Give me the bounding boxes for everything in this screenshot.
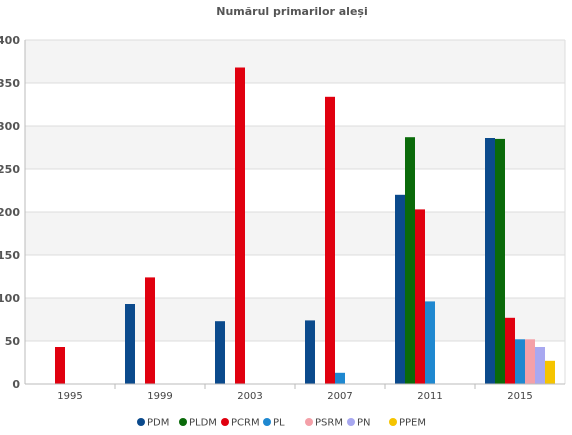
legend-label: PDM: [147, 418, 169, 429]
legend-marker: [347, 418, 355, 426]
legend-item-pdm[interactable]: PDM: [137, 418, 169, 429]
y-tick-label: 100: [0, 292, 20, 305]
x-tick-label: 2007: [327, 391, 352, 402]
bar-pldm-2011[interactable]: [405, 137, 415, 384]
bar-pcrm-2015[interactable]: [505, 317, 515, 384]
legend-item-pl[interactable]: PL: [263, 418, 285, 429]
legend-item-pcrm[interactable]: PCRM: [221, 418, 260, 429]
bar-pcrm-2007[interactable]: [325, 96, 335, 385]
legend-marker: [305, 418, 313, 426]
bar-pcrm-2003[interactable]: [235, 67, 245, 385]
x-tick-label: 1995: [57, 391, 82, 402]
y-tick-label: 50: [5, 335, 21, 348]
legend-marker: [389, 418, 397, 426]
y-tick-label: 200: [0, 206, 20, 219]
legend-label: PL: [273, 418, 285, 429]
bar-pcrm-2011[interactable]: [415, 209, 425, 384]
bar-pl-2015[interactable]: [515, 339, 525, 384]
legend-marker: [137, 418, 145, 426]
grid-lines: [25, 39, 566, 385]
legend-marker: [263, 418, 271, 426]
legend-label: PLDM: [189, 418, 217, 429]
y-tick-label: 0: [12, 378, 20, 391]
bar-pn-2015[interactable]: [535, 347, 545, 384]
legend-label: PPEM: [399, 418, 426, 429]
legend-item-ppem[interactable]: PPEM: [389, 418, 426, 429]
legend-label: PN: [357, 418, 371, 429]
plot-band: [25, 40, 565, 83]
bar-pdm-2003[interactable]: [215, 321, 225, 384]
plot-band: [25, 212, 565, 255]
bar-pl-2007[interactable]: [335, 372, 345, 384]
legend-item-pldm[interactable]: PLDM: [179, 418, 217, 429]
plot-bands: [25, 40, 565, 341]
x-tick-label: 2011: [417, 391, 442, 402]
plot-band: [25, 298, 565, 341]
bars: [55, 67, 555, 385]
legend-label: PCRM: [231, 418, 260, 429]
legend-marker: [179, 418, 187, 426]
x-axis: 1995 1999 2003 2007 2011 2015: [25, 383, 565, 402]
bar-psrm-2015[interactable]: [525, 339, 535, 384]
bar-pdm-2007[interactable]: [305, 320, 315, 384]
bar-ppem-2015[interactable]: [545, 360, 555, 384]
bar-pdm-1999[interactable]: [125, 304, 135, 384]
y-axis: 0 50 100 150 200 250 300 350 400: [0, 34, 26, 391]
bar-pcrm-1995[interactable]: [55, 347, 65, 384]
plot-band: [25, 126, 565, 169]
chart-title: Numărul primarilor aleși: [216, 5, 367, 18]
legend-label: PSRM: [315, 418, 343, 429]
legend-item-pn[interactable]: PN: [347, 418, 371, 429]
bar-pdm-2015[interactable]: [485, 138, 495, 384]
y-tick-label: 150: [0, 249, 20, 262]
bar-pdm-2011[interactable]: [395, 194, 405, 384]
x-tick-label: 1999: [147, 391, 172, 402]
legend-marker: [221, 418, 229, 426]
y-tick-label: 350: [0, 77, 20, 90]
bar-pldm-2015[interactable]: [495, 138, 505, 384]
bar-pl-2011[interactable]: [425, 301, 435, 384]
x-tick-label: 2003: [237, 391, 262, 402]
y-tick-label: 400: [0, 34, 20, 47]
y-tick-label: 300: [0, 120, 20, 133]
legend-item-psrm[interactable]: PSRM: [305, 418, 343, 429]
y-tick-label: 250: [0, 163, 20, 176]
x-tick-label: 2015: [507, 391, 532, 402]
bar-pcrm-1999[interactable]: [145, 277, 155, 384]
legend[interactable]: PDM PLDM PCRM PL PSRM PN PPEM: [137, 418, 426, 429]
